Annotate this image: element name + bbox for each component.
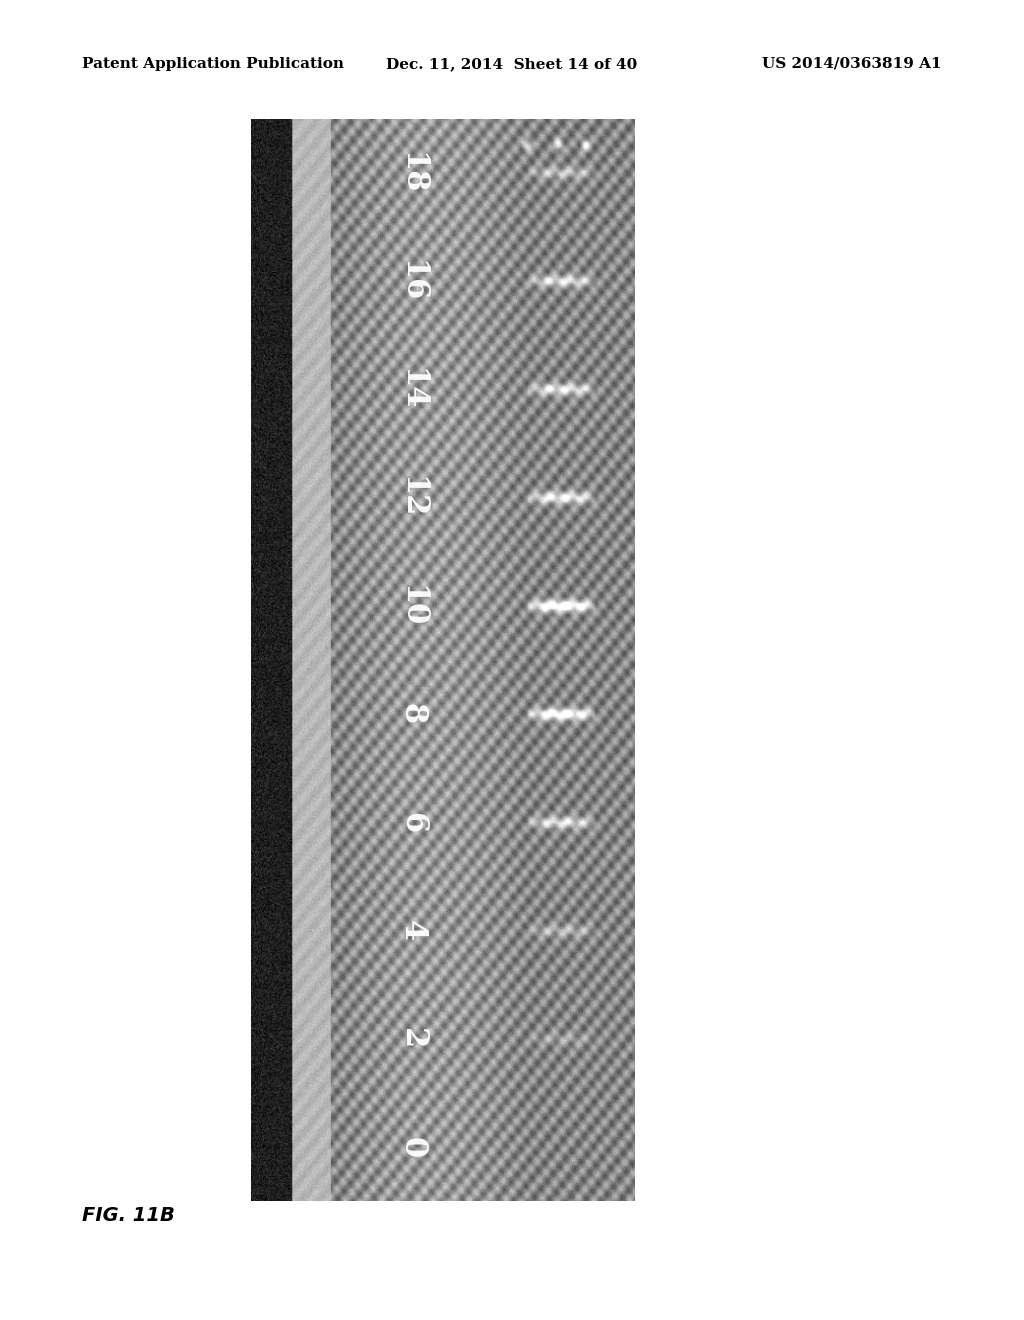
Text: 16: 16 — [396, 260, 428, 302]
Text: 12: 12 — [396, 477, 428, 519]
Text: 0: 0 — [396, 1137, 428, 1158]
Text: 8: 8 — [396, 704, 428, 725]
Text: 2: 2 — [396, 1028, 428, 1049]
Text: 10: 10 — [396, 585, 428, 627]
Text: 4: 4 — [396, 920, 428, 941]
Text: Patent Application Publication: Patent Application Publication — [82, 57, 344, 71]
Text: 14: 14 — [396, 368, 428, 411]
Text: US 2014/0363819 A1: US 2014/0363819 A1 — [763, 57, 942, 71]
Text: Dec. 11, 2014  Sheet 14 of 40: Dec. 11, 2014 Sheet 14 of 40 — [386, 57, 638, 71]
Text: FIG. 11B: FIG. 11B — [82, 1206, 175, 1225]
Text: 18: 18 — [396, 152, 428, 194]
Text: 6: 6 — [396, 812, 428, 833]
